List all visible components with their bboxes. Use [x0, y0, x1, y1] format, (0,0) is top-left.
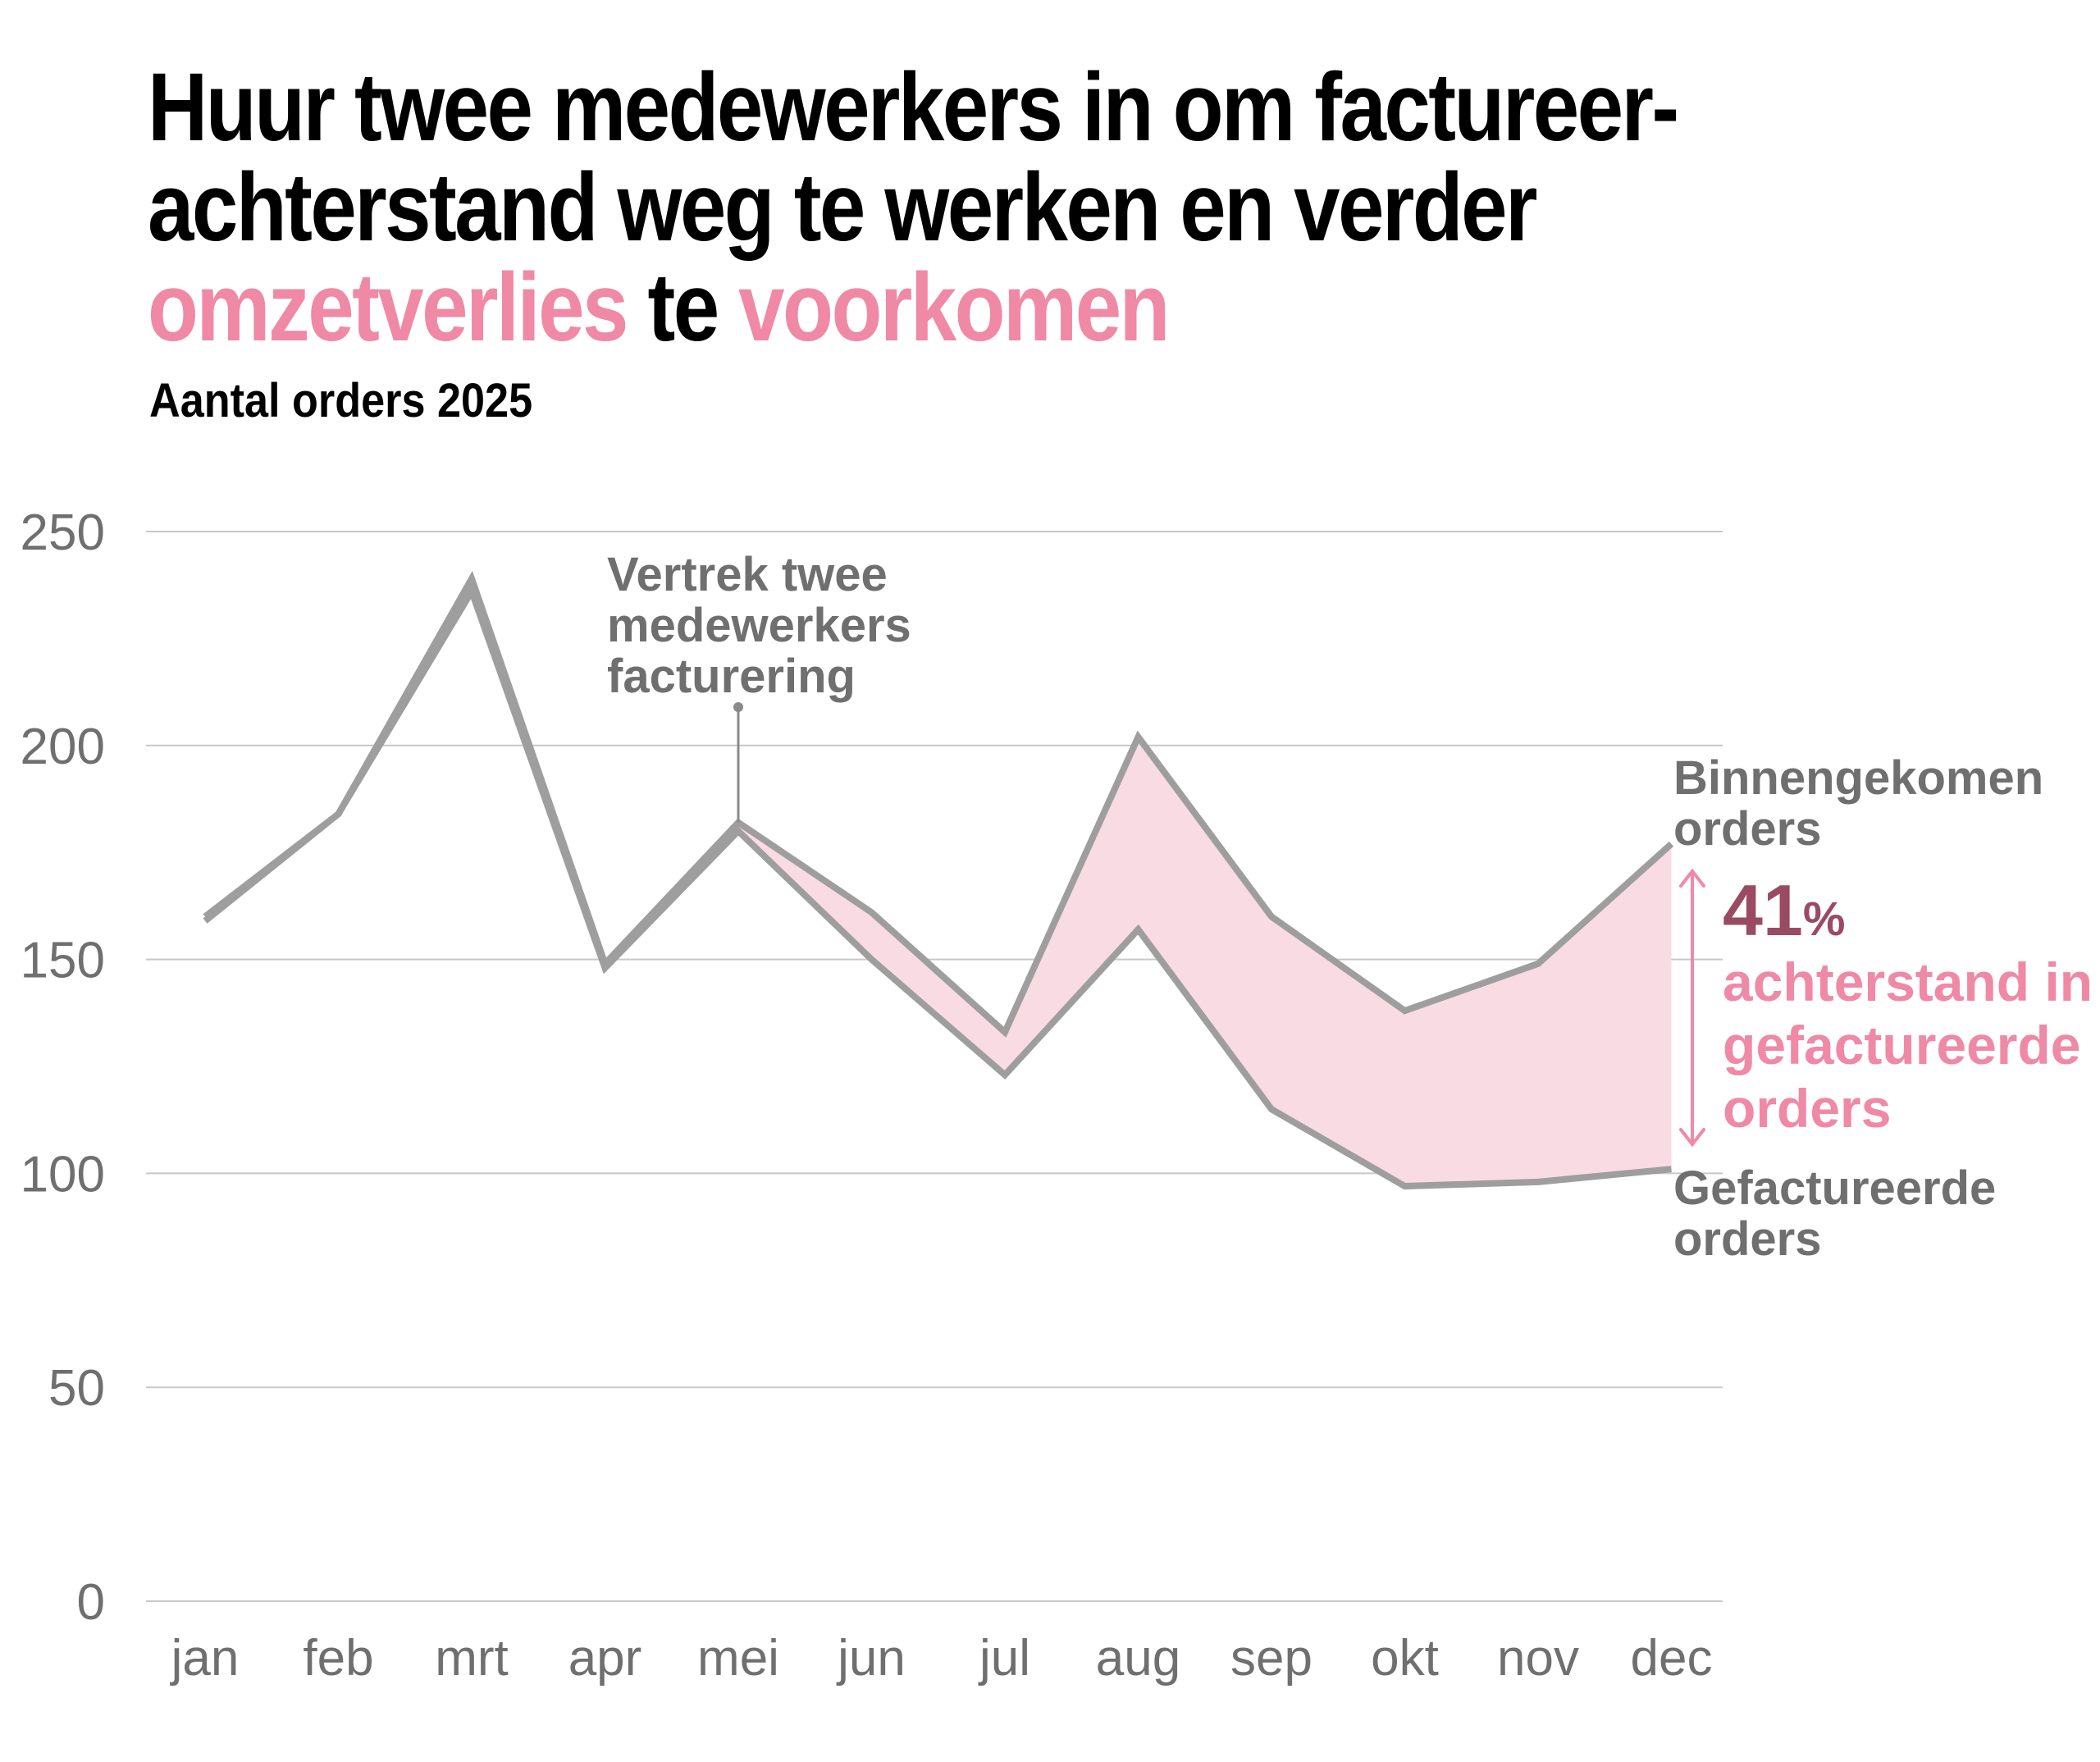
x-tick-label: aug: [1096, 1630, 1180, 1687]
title-line-3: omzetverlies te voorkomen: [148, 258, 1735, 358]
y-tick-label: 50: [48, 1360, 105, 1417]
title-line-2: achterstand weg te werken en verder: [148, 153, 1538, 262]
annotation-dot: [733, 702, 743, 712]
annotation-line-3: facturering: [607, 650, 856, 703]
y-tick-label: 200: [21, 719, 105, 775]
invoiced-label-line-2: orders: [1673, 1212, 1822, 1266]
chart-subtitle: Aantal orders 2025: [149, 374, 533, 427]
backlog-text-line-1: achterstand in: [1723, 952, 2093, 1012]
backlog-arrow: [1679, 868, 1705, 1148]
backlog-text-line-3: orders: [1723, 1078, 1891, 1139]
x-tick-label: mrt: [435, 1630, 509, 1687]
invoiced-label-line-1: Gefactureerde: [1673, 1162, 1996, 1215]
title-highlight-1: omzetverlies: [148, 253, 628, 362]
x-tick-label: apr: [568, 1630, 642, 1687]
y-axis-ticks: 0 50 100 150 200 250: [21, 504, 105, 1631]
annotation-line-2: medewerkers: [607, 599, 911, 652]
backlog-area: [738, 737, 1672, 1187]
x-tick-label: mei: [697, 1630, 779, 1687]
gridlines: [146, 531, 1723, 1602]
series-line-incoming: [203, 570, 1674, 1038]
y-tick-label: 100: [21, 1146, 105, 1203]
y-tick-label: 250: [21, 504, 105, 561]
series-line-invoiced: [203, 583, 1672, 1190]
x-tick-label: dec: [1631, 1630, 1713, 1687]
x-tick-label: okt: [1371, 1630, 1439, 1687]
title-connector: te: [626, 253, 739, 362]
x-tick-label: jun: [836, 1630, 906, 1687]
backlog-text-line-2: gefactureerde: [1723, 1015, 2081, 1075]
annotation-line-1: Vertrek twee: [607, 548, 888, 601]
backlog-percentage: 41%: [1723, 870, 1845, 951]
x-tick-label: jan: [170, 1630, 240, 1687]
series-lines: [203, 570, 1674, 1190]
x-tick-label: sep: [1230, 1630, 1312, 1687]
x-tick-label: feb: [303, 1630, 373, 1687]
title-highlight-2: voorkomen: [738, 253, 1170, 362]
incoming-label-line-1: Binnengekomen: [1673, 751, 2043, 805]
title-line-1: Huur twee medewerkers in om factureer-: [148, 53, 1679, 162]
y-tick-label: 150: [21, 933, 105, 989]
x-tick-label: nov: [1497, 1630, 1579, 1687]
incoming-label-line-2: orders: [1673, 802, 1822, 856]
chart-title: Huur twee medewerkers in om factureer- a…: [148, 57, 1735, 358]
x-axis-ticks: jan feb mrt apr mei jun jul aug sep okt nov dec: [170, 1630, 1713, 1687]
y-tick-label: 0: [77, 1574, 105, 1631]
x-tick-label: jul: [978, 1630, 1030, 1687]
